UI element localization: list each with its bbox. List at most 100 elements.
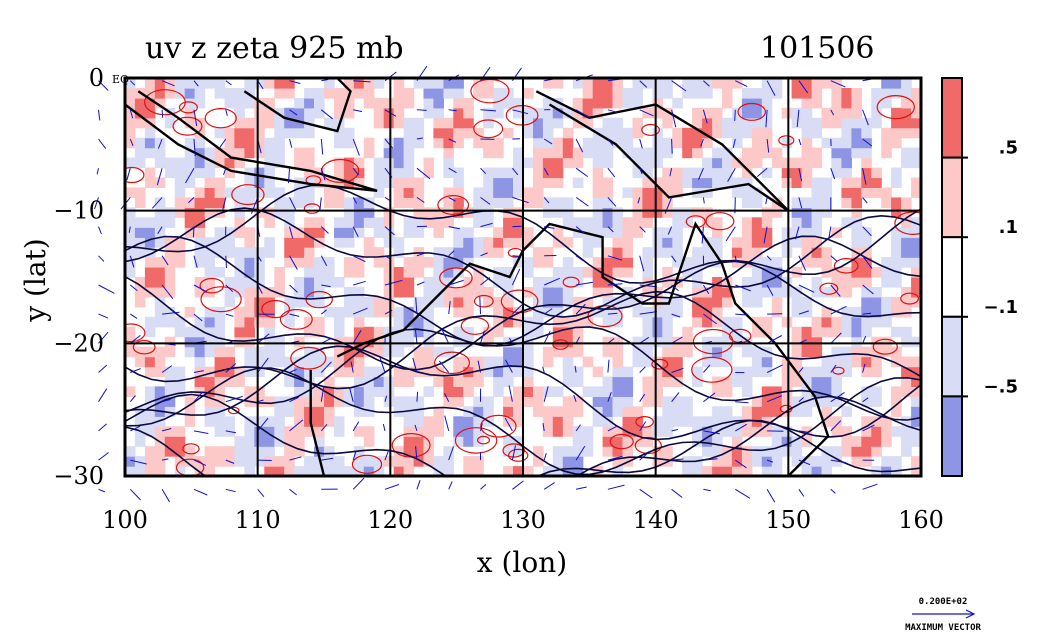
shading-cell	[204, 197, 216, 208]
shading-cell	[254, 386, 265, 397]
wind-vector	[671, 367, 684, 373]
wind-vector	[671, 336, 683, 344]
shading-cell	[901, 416, 912, 427]
shading-cell	[453, 296, 464, 308]
shading-cell	[154, 426, 166, 437]
shading-cell	[572, 366, 584, 378]
shading-cell	[274, 207, 285, 218]
wind-vector	[480, 109, 497, 112]
shading-cell	[562, 356, 574, 368]
shading-cell	[244, 336, 255, 348]
shading-cell	[294, 257, 305, 268]
shading-cell	[473, 187, 484, 198]
shading-cell	[542, 247, 554, 258]
shading-cell	[791, 287, 803, 298]
wind-vector	[193, 255, 198, 268]
wind-vector	[830, 364, 837, 373]
shading-cell	[284, 376, 295, 387]
shading-cell	[473, 287, 484, 298]
shading-cell	[493, 376, 504, 387]
shading-cell	[831, 277, 842, 288]
shading-cell	[831, 157, 842, 169]
shading-cell	[523, 356, 534, 368]
shading-cell	[343, 356, 355, 368]
shading-cell	[443, 117, 454, 129]
shading-cell	[622, 296, 634, 308]
shading-cell	[194, 187, 206, 198]
shading-cell	[284, 436, 295, 447]
wind-vector	[671, 109, 677, 128]
shading-cell	[562, 147, 574, 159]
shading-cell	[552, 316, 564, 328]
shading-cell	[274, 356, 285, 368]
shading-cell	[712, 406, 723, 417]
shading-cell	[423, 88, 434, 99]
shading-cell	[831, 147, 842, 159]
shading-cell	[523, 326, 534, 338]
shading-cell	[423, 446, 434, 457]
shading-cell	[443, 127, 454, 139]
shading-cell	[781, 356, 793, 368]
shading-cell	[343, 137, 355, 149]
shading-cell	[214, 127, 226, 139]
wind-vector	[795, 226, 800, 240]
shading-cell	[473, 456, 484, 467]
shading-cell	[632, 88, 643, 99]
shading-cell	[393, 267, 405, 278]
shading-cell	[214, 326, 226, 338]
shading-cell	[811, 287, 823, 298]
shading-cell	[284, 117, 295, 129]
shading-cell	[622, 97, 634, 109]
shading-cell	[274, 78, 285, 89]
shading-cell	[314, 426, 325, 437]
shading-cell	[403, 267, 415, 278]
shading-cell	[702, 346, 713, 358]
wind-vector	[575, 167, 588, 178]
shading-cell	[343, 127, 355, 139]
wind-vector	[639, 226, 646, 233]
shading-cell	[911, 247, 921, 258]
shading-cell	[294, 287, 305, 298]
shading-cell	[314, 257, 325, 268]
shading-cell	[702, 78, 713, 89]
shading-cell	[294, 97, 305, 109]
wind-vector	[289, 284, 298, 293]
shading-cell	[851, 436, 862, 447]
shading-cell	[144, 247, 156, 258]
y-top-suffix: EQ	[112, 73, 129, 86]
shading-cell	[871, 446, 882, 457]
shading-cell	[423, 107, 434, 119]
shading-cell	[901, 436, 912, 447]
shading-cell	[911, 436, 921, 447]
shading-cell	[562, 107, 574, 119]
shading-cell	[533, 197, 544, 208]
shading-cell	[274, 107, 285, 119]
wind-vector	[193, 138, 196, 157]
wind-vector	[639, 421, 647, 432]
shading-cell	[871, 88, 882, 99]
vorticity-contour	[477, 435, 491, 445]
vorticity-contour	[199, 277, 225, 294]
shading-cell	[861, 346, 872, 358]
shading-cell	[214, 426, 226, 437]
shading-cell	[562, 207, 574, 218]
shading-cell	[503, 167, 514, 179]
shading-cell	[731, 107, 743, 119]
shading-cell	[801, 376, 813, 387]
shading-cell	[682, 127, 693, 139]
wind-vector	[352, 226, 359, 238]
shading-cell	[881, 316, 892, 328]
colorbar-band	[941, 315, 963, 398]
shading-cell	[741, 117, 753, 129]
shading-cell	[911, 287, 921, 298]
shading-cell	[781, 237, 793, 248]
shading-cell	[483, 247, 494, 258]
shading-cell	[353, 197, 365, 208]
shading-cell	[801, 336, 813, 348]
shading-cell	[343, 97, 355, 109]
shading-cell	[861, 456, 872, 467]
shading-cell	[393, 147, 405, 159]
shading-cell	[652, 227, 663, 238]
shading-cell	[154, 97, 166, 109]
shading-cell	[473, 88, 484, 99]
